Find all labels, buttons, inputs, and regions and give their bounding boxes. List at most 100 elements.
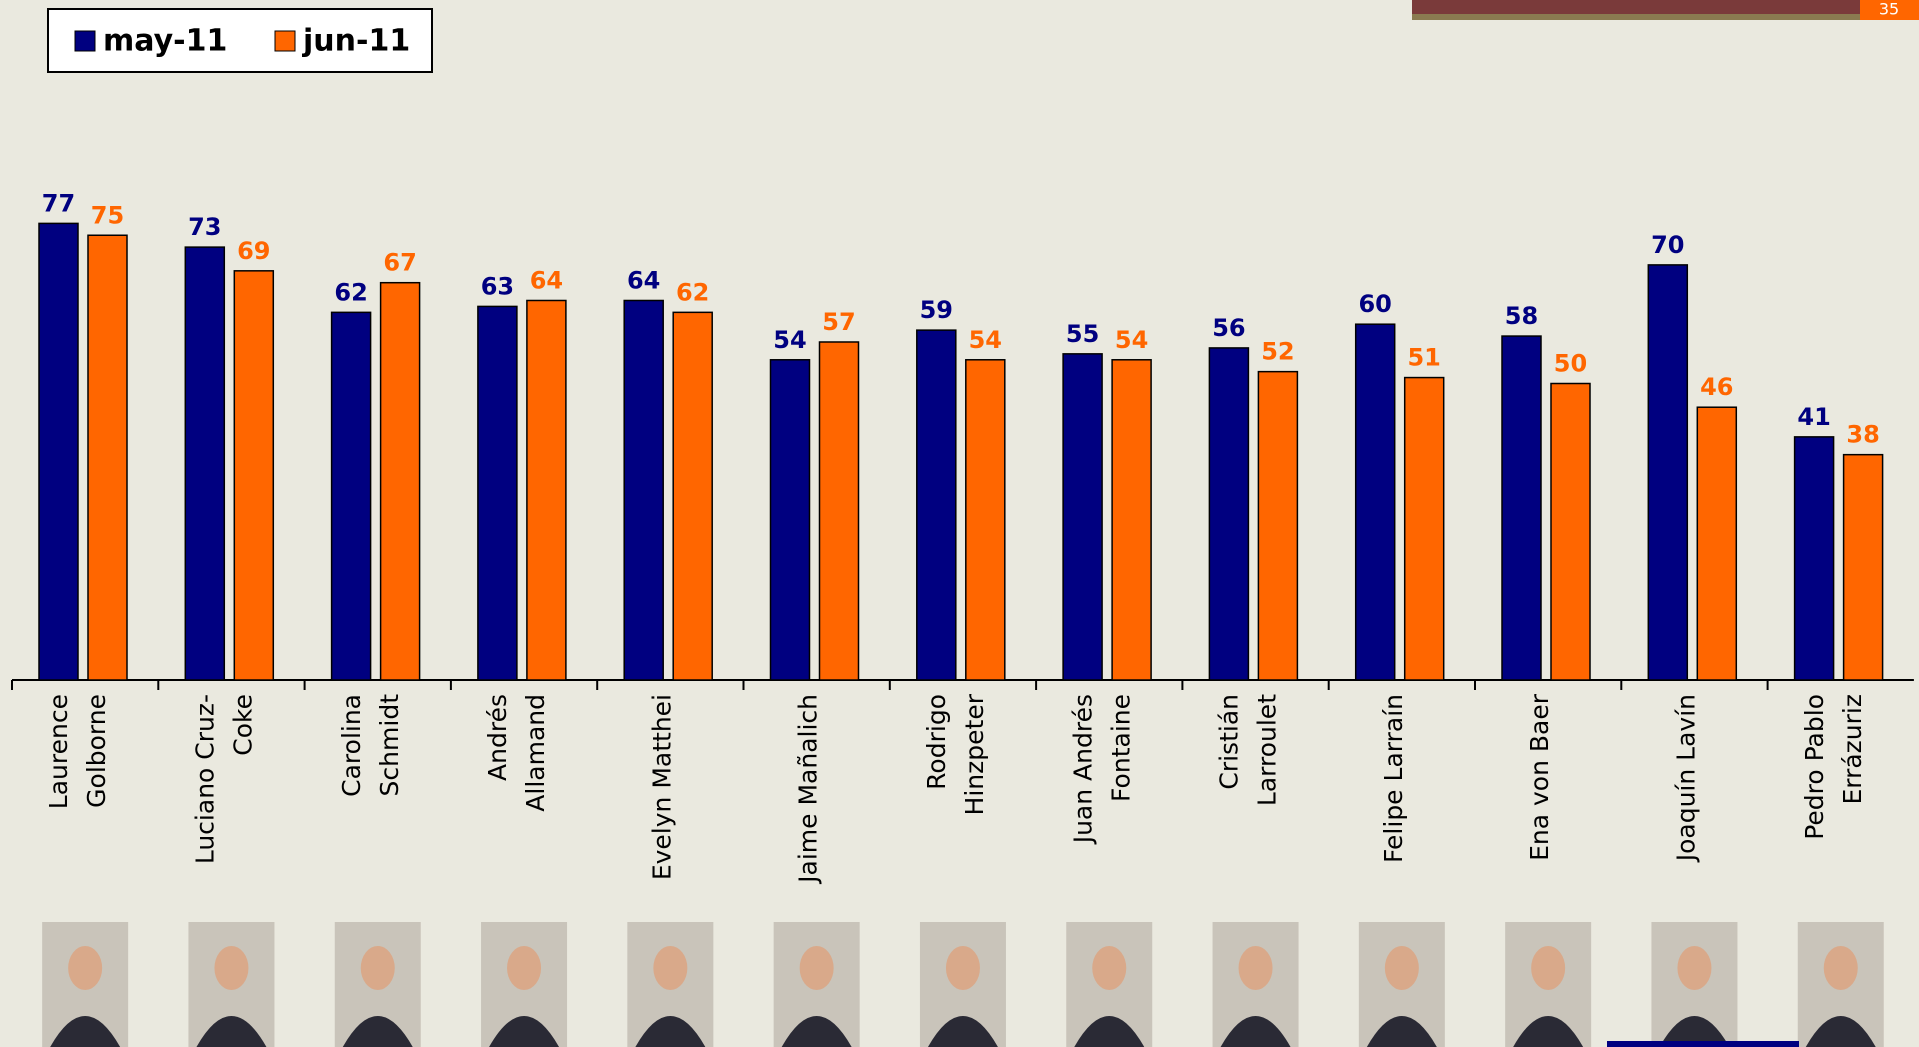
legend-box: [47, 8, 433, 73]
photo-figure: [781, 1016, 852, 1047]
bar: [769, 359, 811, 681]
page-number-box: [1860, 0, 1919, 20]
value-label: 70: [1651, 231, 1684, 259]
photo-face: [68, 946, 103, 990]
bar: [672, 311, 713, 681]
category-label: Pedro Pablo Errázuriz: [1800, 694, 1867, 840]
legend: may-11 jun-11: [74, 24, 410, 59]
photo-figure: [927, 1016, 998, 1047]
photo-figure: [1074, 1016, 1145, 1047]
value-label: 57: [822, 308, 855, 336]
photo-figure: [1513, 1016, 1584, 1047]
category-label: Juan Andrés Fontaine: [1068, 694, 1135, 845]
category-label: Ena von Baer: [1525, 693, 1554, 861]
photo-figure: [1220, 1016, 1291, 1047]
bar: [916, 329, 957, 681]
category-label: Felipe Larraín: [1379, 694, 1408, 863]
bar: [965, 359, 1006, 681]
value-label: 67: [383, 249, 416, 277]
photo-figure: [1659, 1016, 1730, 1047]
photo-face: [1238, 946, 1273, 990]
photo-face: [1823, 946, 1858, 990]
value-label: 62: [334, 278, 367, 306]
bar: [1403, 376, 1445, 681]
bar: [818, 341, 860, 681]
value-label: 52: [1261, 338, 1294, 366]
category-label: Carolina Schmidt: [337, 694, 404, 797]
value-label: 56: [1212, 314, 1245, 342]
bar: [1501, 335, 1542, 681]
bar: [623, 299, 664, 681]
bar: [1062, 353, 1103, 681]
value-label: 73: [188, 213, 221, 241]
value-label: 54: [773, 326, 806, 354]
value-label: 63: [481, 272, 514, 300]
value-label: 59: [920, 296, 953, 324]
photo-figure: [196, 1016, 267, 1047]
legend-label: jun-11: [302, 24, 410, 59]
bar: [184, 246, 226, 681]
value-label: 64: [627, 266, 660, 294]
photo-face: [799, 946, 834, 990]
value-label: 54: [969, 326, 1002, 354]
category-label: Jaime Mañalich: [794, 694, 823, 885]
bar: [1354, 323, 1396, 681]
value-label: 55: [1066, 320, 1099, 348]
bar: [379, 281, 421, 681]
category-label: Andrés Allamand: [483, 694, 550, 812]
category-label: Evelyn Matthei: [647, 694, 676, 880]
header-image-strip: [1412, 14, 1860, 20]
value-label: 60: [1358, 290, 1391, 318]
value-label: 75: [91, 201, 124, 229]
bar: [1696, 406, 1738, 681]
category-label: Laurence Golborne: [44, 694, 111, 809]
category-label: Joaquín Lavín: [1671, 694, 1700, 863]
legend-swatch: [74, 30, 96, 52]
bar: [526, 299, 567, 681]
bar: [1647, 264, 1689, 681]
bar: [1842, 453, 1884, 681]
bar: [1793, 436, 1835, 681]
value-label: 69: [237, 237, 270, 265]
photo-figure: [489, 1016, 560, 1047]
photo-face: [945, 946, 980, 990]
value-label: 38: [1846, 421, 1879, 449]
value-label: 64: [530, 266, 563, 294]
photo-figure: [50, 1016, 121, 1047]
legend-swatch: [274, 30, 296, 52]
bar: [1208, 347, 1250, 681]
value-label: 58: [1505, 302, 1538, 330]
photo-figure: [1805, 1016, 1876, 1047]
value-label: 54: [1115, 326, 1148, 354]
photo-face: [1092, 946, 1127, 990]
photo-face: [653, 946, 688, 990]
photo-figure: [635, 1016, 706, 1047]
photo-face: [1677, 946, 1712, 990]
bar: [1550, 382, 1591, 681]
photo-face: [1531, 946, 1566, 990]
value-label: 62: [676, 278, 709, 306]
legend-label: may-11: [103, 24, 227, 59]
bar: [330, 311, 372, 681]
value-label: 41: [1797, 403, 1830, 431]
value-label: 46: [1700, 373, 1733, 401]
category-label: Rodrigo Hinzpeter: [922, 693, 989, 815]
photo-face: [1384, 946, 1419, 990]
category-label: Luciano Cruz- Coke: [190, 694, 257, 864]
plot: 77 75 Laurence Golborne 73 69 Luciano Cruz- Cok…: [11, 189, 1914, 1047]
bar: [38, 222, 79, 681]
photo-figure: [1366, 1016, 1437, 1047]
bar: [1257, 370, 1299, 681]
photo-face: [507, 946, 542, 990]
photo-figure: [342, 1016, 413, 1047]
bar: [233, 270, 275, 681]
photo-face: [360, 946, 395, 990]
footer-bar: [1607, 1041, 1799, 1047]
value-label: 51: [1407, 344, 1440, 372]
photo-face: [214, 946, 249, 990]
value-label: 77: [42, 189, 75, 217]
category-label: Cristián Larroulet: [1215, 694, 1282, 806]
bar: [87, 234, 128, 681]
